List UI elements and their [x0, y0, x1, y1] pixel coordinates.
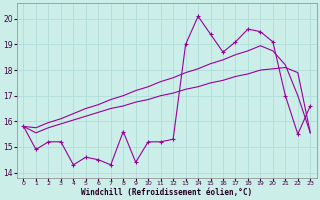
X-axis label: Windchill (Refroidissement éolien,°C): Windchill (Refroidissement éolien,°C): [81, 188, 252, 197]
